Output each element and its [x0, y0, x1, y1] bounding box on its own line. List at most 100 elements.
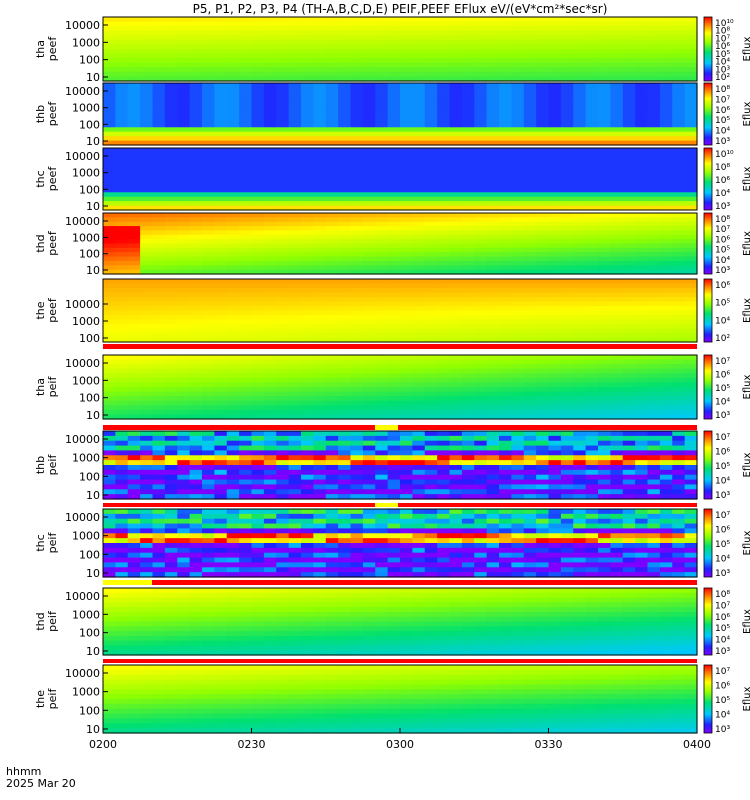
colorbar-tick-label: 10⁴ [715, 398, 730, 408]
heatmap-cell [214, 226, 228, 232]
heatmap-cell [573, 174, 587, 180]
heatmap-cell [548, 136, 562, 142]
heatmap-cell [499, 269, 512, 275]
heatmap-cell [499, 328, 512, 334]
heatmap-cell [659, 217, 673, 223]
heatmap-cell [412, 315, 426, 321]
heatmap-cell [251, 414, 265, 420]
heatmap-cell [189, 382, 203, 388]
heatmap-cell [647, 518, 661, 525]
heatmap-cell [523, 292, 537, 298]
heatmap-cell [585, 265, 599, 271]
heatmap-cell [672, 114, 686, 120]
heatmap-cell [140, 445, 154, 452]
heatmap-cell [511, 306, 525, 312]
heatmap-cell [598, 479, 611, 486]
heatmap-cell [239, 109, 253, 115]
heatmap-cell [437, 465, 451, 471]
heatmap-cell [103, 373, 116, 379]
heatmap-cell [276, 328, 290, 334]
heatmap-cell [449, 328, 463, 334]
heatmap-cell [635, 136, 649, 142]
heatmap-cell [177, 91, 191, 97]
heatmap-cell [635, 243, 649, 249]
heatmap-cell [610, 156, 624, 162]
heatmap-cell [350, 122, 364, 128]
heatmap-cell [684, 405, 698, 411]
heatmap-cell [659, 460, 673, 466]
heatmap-cell [362, 247, 376, 253]
heatmap-cell [684, 179, 698, 185]
heatmap-cell [362, 179, 376, 185]
heatmap-cell [635, 114, 649, 120]
heatmap-cell [226, 306, 240, 312]
heatmap-cell [214, 252, 228, 258]
heatmap-cell [276, 127, 290, 133]
heatmap-cell [635, 247, 649, 253]
heatmap-cell [598, 179, 611, 185]
heatmap-cell [301, 239, 314, 245]
heatmap-cell [523, 127, 537, 133]
heatmap-cell [610, 377, 624, 384]
heatmap-cell [412, 49, 426, 55]
heatmap-cell [313, 105, 327, 111]
heatmap-cell [103, 247, 116, 253]
heatmap-cell [350, 213, 364, 218]
heatmap-cell [325, 44, 339, 50]
heatmap-cell [672, 109, 686, 115]
heatmap-cell [461, 118, 475, 124]
heatmap-cell [622, 474, 636, 481]
heatmap-cell [560, 100, 574, 106]
heatmap-cell [474, 105, 488, 111]
heatmap-cell [499, 315, 512, 321]
heatmap-cell [152, 450, 166, 456]
heatmap-cell [461, 400, 475, 406]
heatmap-cell [684, 431, 698, 437]
heatmap-cell [350, 62, 364, 68]
heatmap-cell [375, 114, 389, 120]
heatmap-cell [449, 324, 463, 330]
heatmap-cell [338, 21, 352, 27]
heatmap-cell [140, 319, 154, 325]
heatmap-cell [672, 431, 686, 437]
heatmap-cell [499, 83, 512, 89]
colorbar-tick-label: 10³ [715, 411, 730, 421]
heatmap-cell [350, 114, 364, 120]
heatmap-cell [375, 226, 389, 232]
heatmap-cell [338, 213, 352, 218]
heatmap-cell [499, 431, 512, 437]
heatmap-cell [573, 269, 587, 275]
heatmap-cell [449, 201, 463, 207]
heatmap-cell [486, 165, 500, 171]
heatmap-cell [635, 105, 649, 111]
heatmap-cell [325, 387, 339, 393]
heatmap-cell [263, 409, 277, 416]
heatmap-cell [585, 310, 599, 316]
heatmap-cell [140, 76, 154, 82]
heatmap-cell [177, 391, 191, 397]
figure-title: P5, P1, P2, P3, P4 (TH-A,B,C,D,E) PEIF,P… [193, 2, 608, 16]
heatmap-cell [400, 226, 413, 232]
heatmap-cell [523, 192, 537, 198]
heatmap-cell [202, 431, 215, 437]
heatmap-cell [622, 260, 636, 266]
heatmap-cell [362, 201, 376, 207]
heatmap-cell [400, 435, 413, 442]
heatmap-cell [214, 513, 228, 520]
heatmap-cell [548, 364, 562, 370]
heatmap-cell [684, 91, 698, 97]
heatmap-cell [647, 283, 661, 289]
heatmap-cell [573, 252, 587, 258]
heatmap-cell [548, 44, 562, 50]
heatmap-cell [251, 513, 265, 520]
heatmap-cell [499, 445, 512, 452]
heatmap-cell [598, 359, 611, 365]
y-tick-label: 1000 [72, 374, 100, 387]
heatmap-cell [449, 455, 463, 461]
heatmap-cell [152, 39, 166, 46]
heatmap-cell [115, 440, 129, 447]
heatmap-cell [375, 148, 389, 154]
heatmap-cell [412, 21, 426, 27]
heatmap-cell [474, 460, 488, 466]
heatmap-cell [288, 213, 302, 218]
